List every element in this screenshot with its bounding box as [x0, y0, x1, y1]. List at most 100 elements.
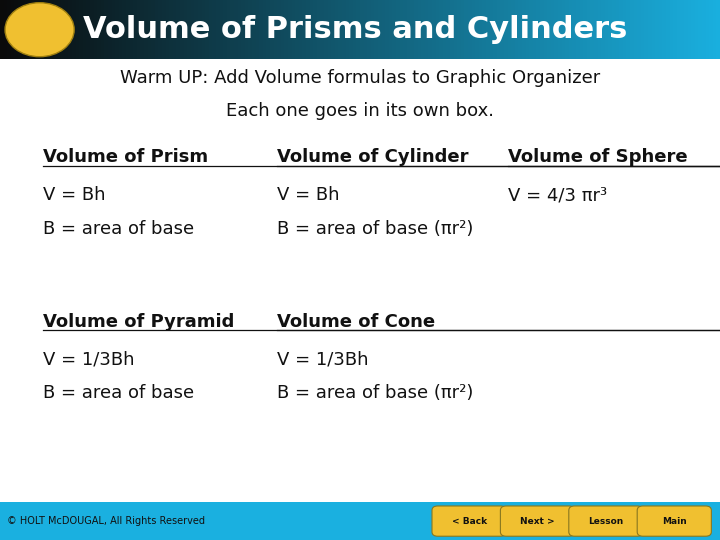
Bar: [338, 0, 343, 59]
Bar: [166, 0, 170, 59]
Bar: [594, 0, 598, 59]
Bar: [360, 0, 364, 59]
Text: Volume of Cone: Volume of Cone: [277, 313, 436, 331]
Bar: [407, 0, 411, 59]
Bar: [644, 0, 649, 59]
Bar: [392, 0, 397, 59]
Bar: [241, 0, 246, 59]
Bar: [652, 0, 656, 59]
Bar: [713, 0, 717, 59]
Bar: [43, 0, 48, 59]
Bar: [655, 0, 660, 59]
Bar: [612, 0, 616, 59]
Bar: [371, 0, 375, 59]
Bar: [158, 0, 163, 59]
Text: Lesson: Lesson: [588, 517, 624, 525]
Bar: [284, 0, 289, 59]
Bar: [86, 0, 91, 59]
Bar: [515, 0, 519, 59]
Bar: [508, 0, 512, 59]
Bar: [598, 0, 602, 59]
Bar: [468, 0, 472, 59]
Bar: [288, 0, 292, 59]
Bar: [443, 0, 447, 59]
FancyBboxPatch shape: [0, 502, 720, 540]
Bar: [144, 0, 148, 59]
Bar: [547, 0, 552, 59]
Bar: [691, 0, 696, 59]
Bar: [335, 0, 339, 59]
Bar: [29, 0, 33, 59]
Text: V = Bh: V = Bh: [277, 186, 340, 204]
Bar: [346, 0, 350, 59]
Text: Warm UP: Add Volume formulas to Graphic Organizer: Warm UP: Add Volume formulas to Graphic …: [120, 69, 600, 87]
Bar: [112, 0, 116, 59]
Bar: [299, 0, 303, 59]
Bar: [79, 0, 84, 59]
Bar: [432, 0, 436, 59]
Bar: [454, 0, 458, 59]
Bar: [83, 0, 87, 59]
Bar: [72, 0, 76, 59]
Bar: [4, 0, 8, 59]
Bar: [68, 0, 73, 59]
Bar: [162, 0, 166, 59]
Bar: [648, 0, 652, 59]
Bar: [209, 0, 213, 59]
Bar: [61, 0, 66, 59]
Bar: [11, 0, 15, 59]
FancyBboxPatch shape: [637, 506, 711, 536]
Bar: [472, 0, 476, 59]
Bar: [169, 0, 174, 59]
Bar: [295, 0, 300, 59]
Bar: [108, 0, 112, 59]
Bar: [497, 0, 501, 59]
Bar: [202, 0, 206, 59]
Bar: [18, 0, 22, 59]
Bar: [126, 0, 130, 59]
Bar: [137, 0, 141, 59]
Bar: [223, 0, 228, 59]
Bar: [277, 0, 282, 59]
Bar: [32, 0, 37, 59]
Bar: [47, 0, 51, 59]
Bar: [7, 0, 12, 59]
Bar: [389, 0, 393, 59]
Bar: [482, 0, 487, 59]
Bar: [320, 0, 325, 59]
Bar: [670, 0, 674, 59]
Bar: [428, 0, 433, 59]
Bar: [450, 0, 454, 59]
Text: V = 1/3Bh: V = 1/3Bh: [277, 351, 369, 369]
Bar: [353, 0, 357, 59]
Bar: [274, 0, 278, 59]
Bar: [302, 0, 307, 59]
Text: B = area of base: B = area of base: [43, 384, 194, 402]
Bar: [230, 0, 235, 59]
Bar: [533, 0, 537, 59]
Bar: [659, 0, 663, 59]
Bar: [119, 0, 123, 59]
Bar: [590, 0, 595, 59]
Bar: [436, 0, 440, 59]
Bar: [623, 0, 627, 59]
Bar: [540, 0, 544, 59]
Bar: [173, 0, 177, 59]
Bar: [187, 0, 192, 59]
Text: Volume of Pyramid: Volume of Pyramid: [43, 313, 235, 331]
Bar: [367, 0, 372, 59]
Bar: [500, 0, 505, 59]
Text: Volume of Cylinder: Volume of Cylinder: [277, 148, 469, 166]
Bar: [104, 0, 109, 59]
Text: Volume of Prism: Volume of Prism: [43, 148, 208, 166]
Bar: [97, 0, 102, 59]
Bar: [688, 0, 692, 59]
Bar: [446, 0, 451, 59]
Bar: [306, 0, 310, 59]
Text: Volume of Sphere: Volume of Sphere: [508, 148, 687, 166]
Bar: [439, 0, 444, 59]
Bar: [709, 0, 714, 59]
Bar: [317, 0, 321, 59]
Bar: [101, 0, 105, 59]
Bar: [234, 0, 238, 59]
